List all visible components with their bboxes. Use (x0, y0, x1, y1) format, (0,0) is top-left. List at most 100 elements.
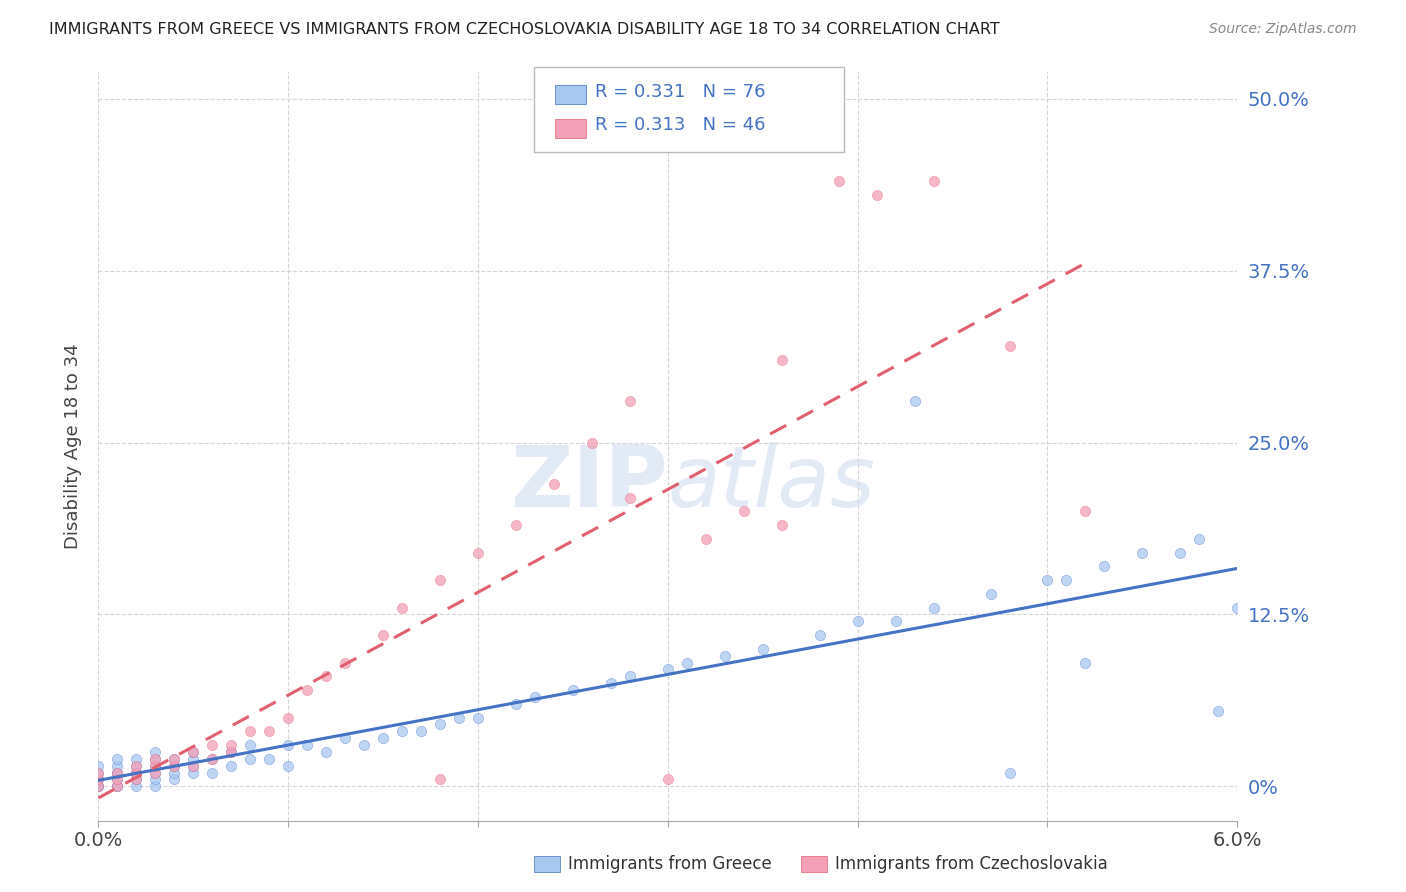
Point (505, 697, 527, 711)
Point (239, 738, 262, 752)
Point (183, 765, 205, 780)
Point (145, 752, 167, 766)
Point (145, 772, 167, 787)
Point (87, 772, 110, 787)
Point (371, 731, 394, 746)
Point (1132, 545, 1154, 559)
Point (866, 188, 889, 202)
Point (467, 545, 489, 559)
Point (145, 758, 167, 772)
Point (429, 573, 451, 587)
Point (581, 435, 603, 450)
Point (163, 752, 186, 766)
Point (429, 772, 451, 787)
Point (884, 615, 907, 629)
Point (183, 758, 205, 772)
Point (1036, 573, 1059, 587)
Point (315, 745, 337, 759)
Point (107, 752, 129, 766)
Point (1170, 545, 1192, 559)
Point (183, 758, 205, 772)
Point (980, 587, 1002, 601)
Point (543, 476, 565, 491)
Point (183, 745, 205, 759)
Point (277, 738, 299, 752)
Point (163, 758, 186, 772)
Point (315, 669, 337, 683)
Point (922, 174, 945, 188)
Text: R = 0.331   N = 76: R = 0.331 N = 76 (595, 83, 765, 101)
Point (335, 656, 357, 670)
Point (201, 752, 224, 766)
Point (145, 765, 167, 780)
Point (297, 683, 319, 698)
Point (1226, 600, 1249, 615)
Point (183, 752, 205, 766)
Point (998, 339, 1021, 353)
Y-axis label: Disability Age 18 to 34: Disability Age 18 to 34 (63, 343, 82, 549)
Point (125, 765, 148, 780)
Point (429, 717, 451, 731)
Point (259, 752, 281, 766)
Point (163, 758, 186, 772)
Text: Immigrants from Czechoslovakia: Immigrants from Czechoslovakia (835, 855, 1108, 873)
Point (1056, 573, 1078, 587)
Point (183, 745, 205, 759)
Point (411, 724, 433, 739)
Point (391, 724, 413, 739)
Point (524, 690, 547, 704)
Point (619, 669, 641, 683)
Point (107, 779, 129, 793)
Point (1094, 559, 1116, 574)
Point (1074, 504, 1097, 518)
Point (846, 615, 869, 629)
Point (145, 758, 167, 772)
Point (125, 765, 148, 780)
Point (107, 765, 129, 780)
Text: R = 0.313   N = 46: R = 0.313 N = 46 (595, 116, 765, 134)
Point (714, 648, 737, 663)
Point (125, 779, 148, 793)
Point (87, 758, 110, 772)
Point (467, 710, 489, 724)
Point (259, 724, 281, 739)
Point (922, 600, 945, 615)
Text: atlas: atlas (668, 442, 876, 525)
Point (904, 394, 927, 409)
Point (752, 641, 775, 656)
Point (107, 765, 129, 780)
Point (125, 752, 148, 766)
Point (657, 772, 679, 787)
Point (107, 758, 129, 772)
Point (163, 772, 186, 787)
Point (87, 779, 110, 793)
Point (107, 779, 129, 793)
Point (808, 628, 831, 642)
Point (657, 662, 679, 676)
Point (163, 765, 186, 780)
Point (1208, 704, 1230, 718)
Point (619, 394, 641, 409)
Point (107, 765, 129, 780)
Point (335, 731, 357, 746)
Point (695, 532, 717, 546)
Point (770, 353, 793, 368)
Point (449, 710, 471, 724)
Text: ZIP: ZIP (510, 442, 668, 525)
Point (221, 745, 243, 759)
Point (145, 779, 167, 793)
Point (1188, 532, 1211, 546)
Point (221, 745, 243, 759)
Point (145, 752, 167, 766)
Point (277, 758, 299, 772)
Point (201, 765, 224, 780)
Text: IMMIGRANTS FROM GREECE VS IMMIGRANTS FROM CZECHOSLOVAKIA DISABILITY AGE 18 TO 34: IMMIGRANTS FROM GREECE VS IMMIGRANTS FRO… (49, 22, 1000, 37)
Point (125, 758, 148, 772)
Point (201, 752, 224, 766)
Point (1074, 656, 1097, 670)
Point (87, 772, 110, 787)
Point (733, 504, 755, 518)
Point (239, 724, 262, 739)
Point (107, 772, 129, 787)
Point (277, 710, 299, 724)
